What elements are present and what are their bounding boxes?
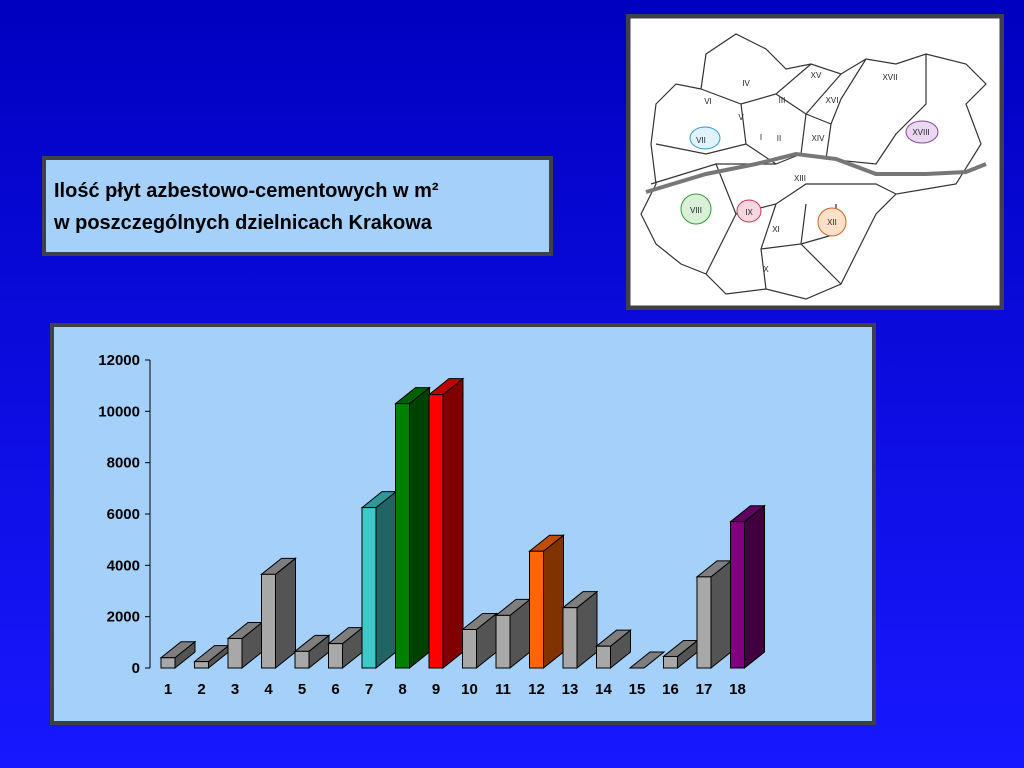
title-box: Ilość płyt azbestowo-cementowych w m² w … <box>42 156 553 256</box>
district-highlight <box>689 126 721 150</box>
district-label: XVI <box>826 96 839 105</box>
x-tick-label: 11 <box>495 681 511 698</box>
district-label: XIV <box>812 134 826 143</box>
title-line: Ilość płyt azbestowo-cementowych w m² <box>54 180 439 202</box>
district-label: III <box>779 96 786 105</box>
y-tick-label: 6000 <box>107 506 140 523</box>
district-label: VI <box>704 97 712 106</box>
district-label: I <box>760 133 762 142</box>
district-highlight <box>680 193 712 225</box>
x-tick-label: 5 <box>298 681 306 698</box>
district-label: VIII <box>690 206 702 215</box>
x-tick-label: 18 <box>729 681 746 698</box>
bar <box>227 637 243 669</box>
district-label: IX <box>745 208 753 217</box>
bar <box>328 643 343 669</box>
x-tick-label: 15 <box>629 681 646 698</box>
y-tick-label: 12000 <box>98 352 140 369</box>
map-frame <box>626 14 1004 310</box>
bar-side <box>543 534 564 670</box>
x-tick-label: 10 <box>461 681 478 698</box>
district-label: XVIII <box>912 128 929 137</box>
district-borders <box>640 33 987 300</box>
bar-side <box>375 490 397 670</box>
x-tick-label: 12 <box>528 681 545 698</box>
y-tick-label: 0 <box>132 660 140 677</box>
map: IV VI V III XV XVI XVII VII I II XIV XVI… <box>626 14 1004 310</box>
district-label: XII <box>827 218 837 227</box>
district-highlight <box>905 120 939 144</box>
district-label: IV <box>742 79 750 88</box>
x-tick-label: 16 <box>662 681 679 698</box>
district-label: VII <box>696 136 706 145</box>
bar <box>261 573 276 669</box>
x-tick-label: 8 <box>398 681 406 698</box>
district-label: XV <box>811 71 822 80</box>
x-tick-label: 7 <box>365 681 373 698</box>
district-label: XVII <box>882 73 897 82</box>
bar <box>730 521 745 669</box>
district-label: X <box>763 265 769 274</box>
district-label: XI <box>772 225 780 234</box>
x-tick-label: 4 <box>264 681 273 698</box>
bar <box>294 650 310 669</box>
x-tick-label: 2 <box>197 681 205 698</box>
bar <box>361 507 377 669</box>
district-highlight <box>736 199 762 223</box>
x-tick-label: 17 <box>696 681 713 698</box>
x-tick-label: 3 <box>231 681 239 698</box>
y-tick-label: 2000 <box>107 609 140 626</box>
x-tick-label: 14 <box>595 681 612 698</box>
x-tick-label: 1 <box>164 681 172 698</box>
bar-side <box>409 386 430 670</box>
bar-side <box>710 559 732 670</box>
district-label: V <box>738 113 744 122</box>
district-label: II <box>777 134 781 143</box>
bar-top <box>628 651 666 669</box>
bar <box>663 655 678 669</box>
bar <box>160 657 176 669</box>
x-tick-label: 9 <box>432 681 440 698</box>
y-tick-label: 8000 <box>107 455 140 472</box>
x-tick-label: 13 <box>562 681 579 698</box>
district-highlight <box>817 207 847 237</box>
bar <box>194 661 209 669</box>
bar <box>395 403 410 669</box>
bar-side <box>744 504 765 670</box>
bar <box>562 607 578 669</box>
title-line: w poszczególnych dzielnicach Krakowa <box>54 212 432 234</box>
bar <box>696 576 712 669</box>
bar <box>428 394 444 669</box>
bar-side <box>275 557 296 670</box>
bar <box>529 550 544 669</box>
bar <box>596 645 611 669</box>
bar <box>462 629 477 669</box>
bar <box>495 614 511 669</box>
bar-side <box>442 377 464 670</box>
y-tick-label: 4000 <box>107 557 140 574</box>
y-tick-label: 10000 <box>98 403 140 420</box>
district-label: XIII <box>794 174 806 183</box>
x-tick-label: 6 <box>331 681 339 698</box>
